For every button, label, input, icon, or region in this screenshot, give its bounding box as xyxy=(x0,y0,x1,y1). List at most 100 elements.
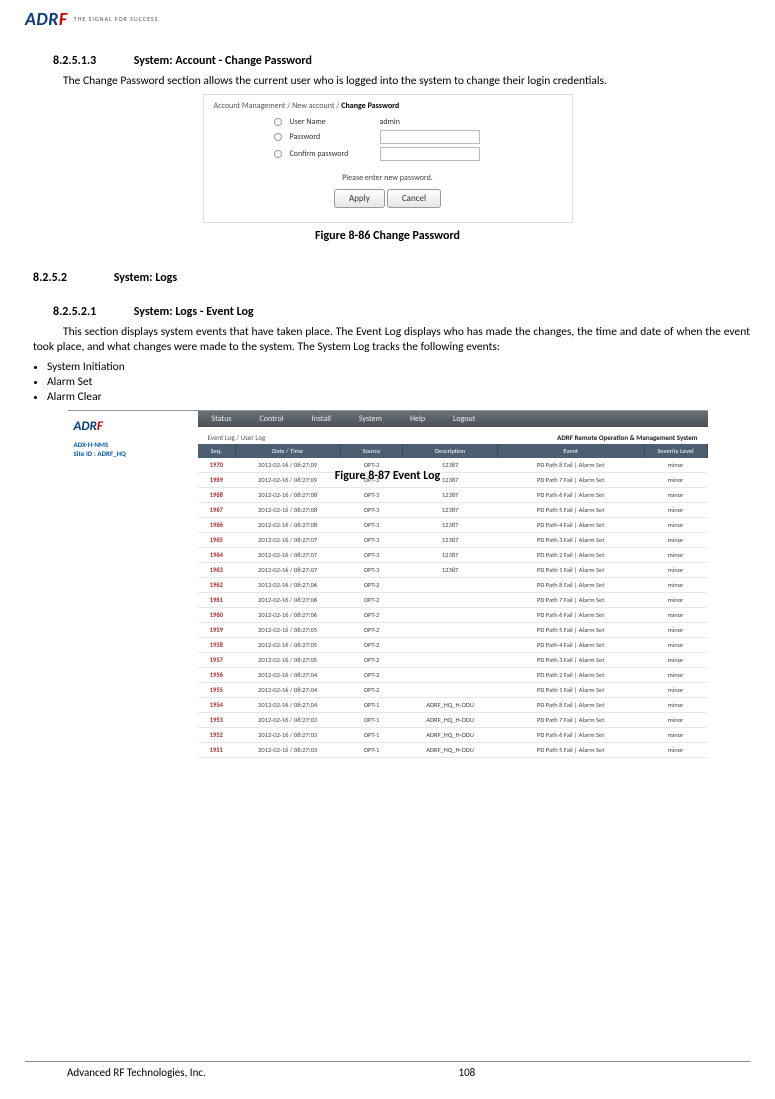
logo-f: F xyxy=(59,8,68,30)
nav-status[interactable]: Status xyxy=(212,414,232,424)
col-datetime: Date / Time xyxy=(235,444,340,458)
heading-8-2-5-2: 8.2.5.2 System: Logs xyxy=(33,271,750,285)
table-cell: OPT-2 xyxy=(340,607,403,622)
table-cell: ADRF_HQ_H-ODU xyxy=(403,712,497,727)
site-id: Site ID : ADRF_HQ xyxy=(74,449,192,458)
table-cell xyxy=(403,622,497,637)
table-row: 19642012-02-16 / 08:27:07OPT-312387PD Pa… xyxy=(198,547,708,562)
table-cell: 2012-02-16 / 08:27:05 xyxy=(235,622,340,637)
page-footer: Advanced RF Technologies, Inc. 108 xyxy=(25,1061,750,1079)
table-cell: minor xyxy=(644,742,707,757)
nav-install[interactable]: Install xyxy=(312,414,331,424)
table-cell: 2012-02-16 / 08:27:04 xyxy=(235,682,340,697)
table-cell: 1956 xyxy=(198,667,236,682)
table-cell: OPT-3 xyxy=(340,502,403,517)
table-cell: 1964 xyxy=(198,547,236,562)
nav-system[interactable]: System xyxy=(359,414,382,424)
table-cell: 1962 xyxy=(198,577,236,592)
table-cell: 1958 xyxy=(198,637,236,652)
radio-icon[interactable] xyxy=(274,133,282,141)
footer-company: Advanced RF Technologies, Inc. xyxy=(25,1066,359,1079)
table-cell: 1960 xyxy=(198,607,236,622)
nav-help[interactable]: Help xyxy=(410,414,425,424)
table-row: 19522012-02-16 / 08:27:03OPT-1ADRF_HQ_H-… xyxy=(198,727,708,742)
table-cell: minor xyxy=(644,532,707,547)
table-header-row: Seq. Date / Time Source Description Even… xyxy=(198,444,708,458)
heading-title: System: Logs xyxy=(114,271,177,285)
table-cell: PD Path 3 Fail | Alarm Set xyxy=(497,652,644,667)
table-cell xyxy=(403,607,497,622)
logo-f: F xyxy=(97,419,103,434)
sidebar: ADRF ADX-H-NMS Site ID : ADRF_HQ xyxy=(68,411,198,463)
table-cell: minor xyxy=(644,547,707,562)
table-cell: 2012-02-16 / 08:27:05 xyxy=(235,652,340,667)
heading-num: 8.2.5.1.3 xyxy=(53,54,131,68)
heading-title: System: Account - Change Password xyxy=(134,54,312,68)
col-description: Description xyxy=(403,444,497,458)
table-row: 19612012-02-16 / 08:27:06OPT-2PD Path 7 … xyxy=(198,592,708,607)
list-item: Alarm Set xyxy=(47,375,750,389)
table-cell: 2012-02-16 / 08:27:08 xyxy=(235,502,340,517)
table-cell xyxy=(403,652,497,667)
table-cell: OPT-1 xyxy=(340,712,403,727)
radio-icon[interactable] xyxy=(274,118,282,126)
nav-control[interactable]: Control xyxy=(260,414,284,424)
table-cell xyxy=(403,682,497,697)
list-item: Alarm Clear xyxy=(47,390,750,404)
table-cell: minor xyxy=(644,517,707,532)
col-source: Source xyxy=(340,444,403,458)
nav-logout[interactable]: Logout xyxy=(453,414,475,424)
table-cell: 1965 xyxy=(198,532,236,547)
table-cell: 1957 xyxy=(198,652,236,667)
table-cell xyxy=(403,577,497,592)
confirm-password-input[interactable] xyxy=(380,147,480,161)
header-logo: ADRF THE SIGNAL FOR SUCCESS xyxy=(25,0,750,34)
table-cell xyxy=(403,637,497,652)
event-log-table: Seq. Date / Time Source Description Even… xyxy=(198,444,708,758)
table-cell: 2012-02-16 / 08:27:08 xyxy=(235,517,340,532)
table-cell: 1952 xyxy=(198,727,236,742)
table-cell: PD Path 3 Fail | Alarm Set xyxy=(497,532,644,547)
table-row: 19692012-02-16 / 08:27:09OPT-312387PD Pa… xyxy=(198,472,708,487)
table-row: 19572012-02-16 / 08:27:05OPT-2PD Path 3 … xyxy=(198,652,708,667)
table-cell: 1955 xyxy=(198,682,236,697)
table-cell: 1966 xyxy=(198,517,236,532)
table-cell: 2012-02-16 / 08:27:07 xyxy=(235,547,340,562)
form-message: Please enter new password. xyxy=(214,173,562,183)
table-cell: PD Path 1 Fail | Alarm Set xyxy=(497,682,644,697)
table-cell: minor xyxy=(644,697,707,712)
table-cell: 2012-02-16 / 08:27:07 xyxy=(235,532,340,547)
table-cell: 1970 xyxy=(198,458,236,473)
table-cell: ADRF_HQ_H-ODU xyxy=(403,742,497,757)
logo-prefix: ADR xyxy=(25,8,59,30)
list-item: System Initiation xyxy=(47,360,750,374)
table-cell: minor xyxy=(644,607,707,622)
table-row: 19672012-02-16 / 08:27:08OPT-312387PD Pa… xyxy=(198,502,708,517)
heading-num: 8.2.5.2 xyxy=(33,271,111,285)
table-row: 19542012-02-16 / 08:27:04OPT-1ADRF_HQ_H-… xyxy=(198,697,708,712)
table-cell: minor xyxy=(644,712,707,727)
row-password: Password xyxy=(274,130,562,144)
table-cell: OPT-3 xyxy=(340,517,403,532)
table-cell: minor xyxy=(644,577,707,592)
table-row: 19562012-02-16 / 08:27:04OPT-2PD Path 2 … xyxy=(198,667,708,682)
table-cell: OPT-3 xyxy=(340,547,403,562)
system-title: ADRF Remote Operation & Management Syste… xyxy=(557,433,697,442)
figure-event-log: ADRF ADX-H-NMS Site ID : ADRF_HQ Status … xyxy=(68,410,708,463)
table-cell: PD Path 2 Fail | Alarm Set xyxy=(497,667,644,682)
table-row: 19552012-02-16 / 08:27:04OPT-2PD Path 1 … xyxy=(198,682,708,697)
table-cell: PD Path 8 Fail | Alarm Set xyxy=(497,697,644,712)
radio-icon[interactable] xyxy=(274,150,282,158)
password-input[interactable] xyxy=(380,130,480,144)
table-cell: minor xyxy=(644,458,707,473)
username-label: User Name xyxy=(290,117,380,127)
cancel-button[interactable]: Cancel xyxy=(387,189,441,208)
table-cell: 2012-02-16 / 08:27:04 xyxy=(235,697,340,712)
table-row: 19592012-02-16 / 08:27:05OPT-2PD Path 5 … xyxy=(198,622,708,637)
apply-button[interactable]: Apply xyxy=(334,189,385,208)
table-cell: 1954 xyxy=(198,697,236,712)
table-cell: 1963 xyxy=(198,562,236,577)
table-cell: 2012-02-16 / 08:27:03 xyxy=(235,742,340,757)
table-cell: OPT-1 xyxy=(340,697,403,712)
logo-prefix: ADR xyxy=(74,419,97,434)
